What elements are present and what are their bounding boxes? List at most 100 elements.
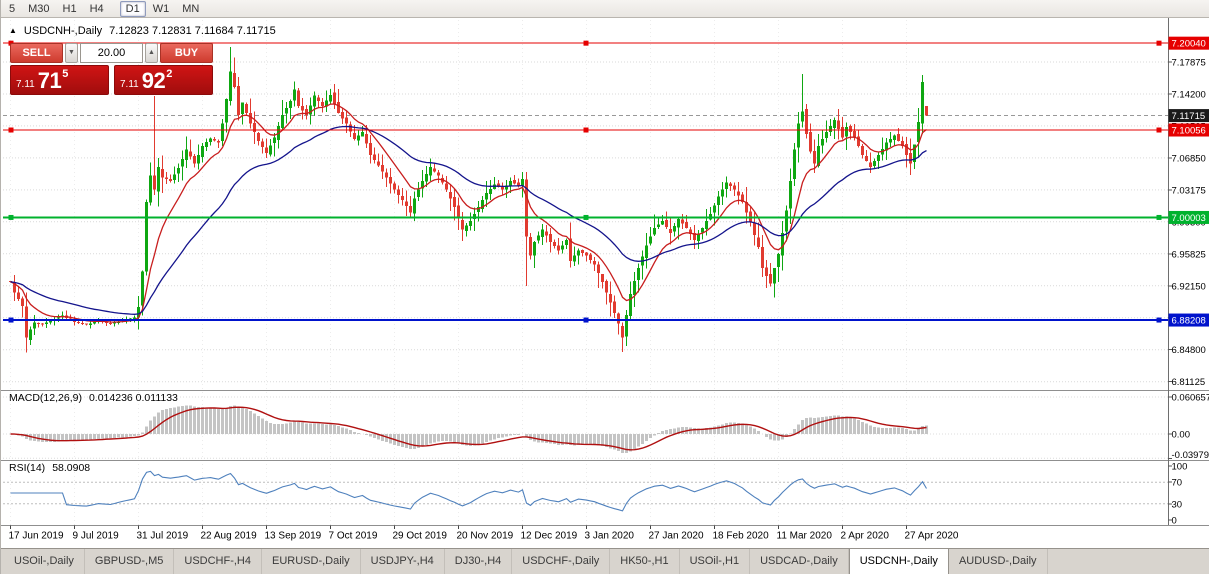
rsi-label: RSI(14) 58.0908 [9,462,90,474]
one-click-buttons-row: SELL ▼ 20.00 ▲ BUY [10,43,213,63]
rsi-line [10,470,927,512]
timeframe-button-MN[interactable]: MN [182,2,200,15]
price-axis-label: 7.06850 [1172,153,1206,164]
price-axis-label: 6.95825 [1172,249,1206,260]
candle-bodies-up [29,71,924,340]
sell-price-display[interactable]: 7.11 71 5 [10,65,109,95]
one-click-trading-panel: SELL ▼ 20.00 ▲ BUY 7.11 71 5 7.11 92 2 [10,43,213,95]
price-badge-text: 7.10056 [1172,126,1206,137]
chart-tab-USOil-Daily[interactable]: USOil-,Daily [4,549,85,574]
date-axis-label: 29 Oct 2019 [393,531,448,542]
buy-price-big: 92 [141,68,166,93]
macd-signal-line [10,406,927,451]
price-axis-label: 7.03175 [1172,185,1206,196]
chart-title: ▲ USDCNH-,Daily 7.12823 7.12831 7.11684 … [9,25,276,37]
volume-up-button[interactable]: ▲ [145,43,158,63]
hline-handle-7.20040[interactable] [583,40,589,46]
price-badge-text: 7.11715 [1172,111,1206,122]
macd-axis-label: -0.039792 [1172,450,1209,461]
chart-tab-DJ30-H4[interactable]: DJ30-,H4 [445,549,513,574]
rsi-axis-label: 70 [1172,478,1183,489]
chart-tab-USDCHF-H4[interactable]: USDCHF-,H4 [174,549,262,574]
macd-label: MACD(12,26,9) 0.014236 0.011133 [9,392,178,404]
price-badge-7.20040 [1168,36,1209,50]
timeframe-toolbar: 5 M30 H1 H4 D1 W1 MN [1,0,1209,18]
buy-button[interactable]: BUY [160,43,213,63]
rsi-name: RSI(14) [9,462,46,474]
timeframe-button-5[interactable]: 5 [9,2,16,15]
price-axis-label: 7.14200 [1172,89,1206,100]
chart-symbol-period: USDCNH-,Daily [23,25,103,37]
date-axis-label: 31 Jul 2019 [137,531,189,542]
macd-histogram [13,405,928,453]
chart-tab-USOil-H1[interactable]: USOil-,H1 [680,549,751,574]
rsi-axis-label: 0 [1172,516,1177,527]
sell-price-big: 71 [37,68,62,93]
price-badge-text: 7.00003 [1172,213,1206,224]
chart-tab-USDJPY-H4[interactable]: USDJPY-,H4 [361,549,445,574]
date-axis-label: 22 Aug 2019 [201,531,258,542]
ma-fast-line [10,103,927,323]
chart-ohlc-values: 7.12823 7.12831 7.11684 7.11715 [109,25,276,37]
date-axis-label: 18 Feb 2020 [713,531,770,542]
timeframe-button-M30[interactable]: M30 [28,2,50,15]
price-badge-7.11715 [1168,109,1209,123]
date-axis-label: 20 Nov 2019 [457,531,514,542]
hline-handle-7.10056[interactable] [583,127,589,133]
chart-canvas[interactable]: 7.178757.142007.105257.068507.031756.995… [1,18,1209,548]
timeframe-button-W1[interactable]: W1 [152,2,170,15]
hline-handle-6.88208[interactable] [8,317,14,323]
hline-handle-6.88208[interactable] [583,317,589,323]
date-axis-label: 17 Jun 2019 [9,531,64,542]
price-axis-label: 6.84800 [1172,345,1206,356]
sell-price-head: 7.11 [16,79,35,90]
chart-tabs-bar: USOil-,Daily GBPUSD-,M5 USDCHF-,H4 EURUSD-,… [1,548,1209,574]
timeframe-button-H1[interactable]: H1 [62,2,77,15]
hline-handle-7.20040[interactable] [1156,40,1162,46]
hline-handle-6.88208[interactable] [1156,317,1162,323]
chart-tab-USDCAD-Daily[interactable]: USDCAD-,Daily [750,549,849,574]
hline-handle-7.10056[interactable] [1156,127,1162,133]
date-axis-label: 11 Mar 2020 [777,531,833,542]
sell-price-pip: 5 [62,68,69,80]
chart-tab-HK50-H1[interactable]: HK50-,H1 [610,549,680,574]
price-badge-7.10056 [1168,123,1209,137]
timeframe-button-D1[interactable]: D1 [119,0,146,17]
date-axis-label: 27 Jan 2020 [649,531,704,542]
rsi-value: 58.0908 [52,462,91,474]
chart-tab-USDCHF-Daily[interactable]: USDCHF-,Daily [512,549,611,574]
grid-vertical [10,20,907,525]
buy-price-pip: 2 [166,68,173,80]
ma-slow-line [10,125,927,315]
price-axis-label: 6.92150 [1172,281,1206,292]
hline-handle-7.00003[interactable] [583,214,589,220]
timeframe-button-H4[interactable]: H4 [89,2,104,15]
volume-input[interactable]: 20.00 [80,43,143,63]
chart-tab-AUDUSD-Daily[interactable]: AUDUSD-,Daily [949,549,1048,574]
chart-tab-USDCNH-Daily[interactable]: USDCNH-,Daily [848,549,949,574]
chart-window: 7.178757.142007.105257.068507.031756.995… [1,18,1209,548]
price-axis-label: 6.81125 [1172,377,1206,388]
macd-axis-label: 0.00 [1172,430,1191,441]
rsi-axis-label: 100 [1172,462,1188,473]
chart-tab-GBPUSD-M5[interactable]: GBPUSD-,M5 [85,549,175,574]
price-badge-text: 7.20040 [1172,39,1206,50]
macd-name: MACD(12,26,9) [9,392,82,404]
date-tick-marks [10,525,907,529]
price-badge-7.00003 [1168,210,1209,224]
date-axis-label: 9 Jul 2019 [73,531,120,542]
hline-handle-7.00003[interactable] [1156,214,1162,220]
date-axis-label: 7 Oct 2019 [329,531,378,542]
volume-down-button[interactable]: ▼ [65,43,78,63]
buy-price-head: 7.11 [120,79,139,90]
date-axis-label: 12 Dec 2019 [521,531,578,542]
sell-button[interactable]: SELL [10,43,63,63]
macd-values: 0.014236 0.011133 [88,392,178,404]
hline-handle-7.00003[interactable] [8,214,14,220]
hline-handle-7.10056[interactable] [8,127,14,133]
price-badge-6.88208 [1168,313,1209,327]
chart-tab-EURUSD-Daily[interactable]: EURUSD-,Daily [262,549,361,574]
buy-price-display[interactable]: 7.11 92 2 [114,65,213,95]
price-badge-text: 6.88208 [1172,316,1206,327]
